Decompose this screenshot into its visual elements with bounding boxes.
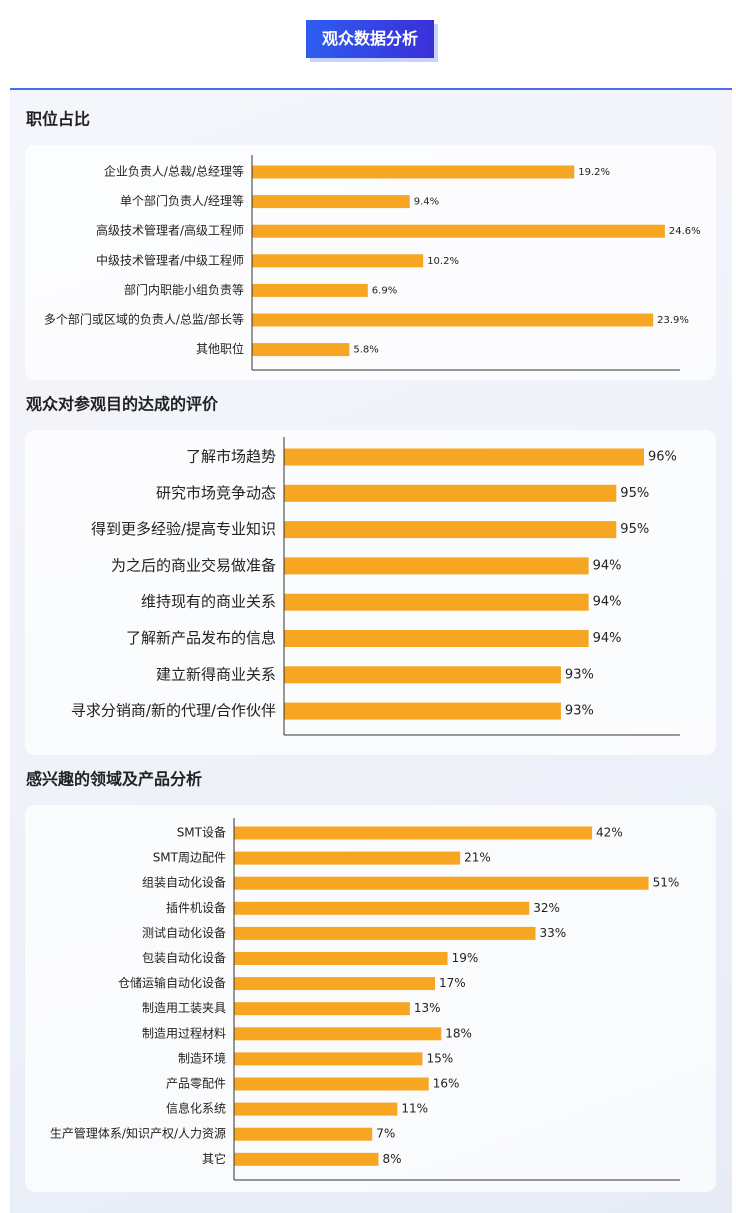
category-label: 制造用过程材料 [142,1025,226,1040]
category-label: 插件机设备 [166,901,226,915]
panel [25,805,716,1192]
value-label: 42% [596,826,623,840]
bar [234,901,530,915]
bar [252,195,410,209]
section-title: 感兴趣的领域及产品分析 [26,770,202,789]
bar [234,952,448,965]
section-title: 职位占比 [26,110,90,129]
category-label: 生产管理体系/知识产权/人力资源 [50,1126,226,1141]
value-label: 94% [593,631,622,646]
bar [252,224,665,238]
value-label: 7% [376,1127,395,1141]
category-label: 建立新得商业关系 [156,665,276,683]
category-label: 包装自动化设备 [142,951,226,965]
bar [234,1002,410,1016]
value-label: 21% [464,851,491,865]
bar [234,1077,429,1091]
bar [234,926,536,940]
bar [234,1127,373,1141]
bar [252,254,424,268]
value-label: 8% [382,1152,401,1166]
bar [252,165,575,179]
category-label: SMT设备 [177,826,226,840]
category-label: 为之后的商业交易做准备 [111,556,276,574]
category-label: 企业负责人/总裁/总经理等 [104,164,244,179]
category-label: 维持现有的商业关系 [141,593,276,611]
value-label: 23.9% [657,315,689,326]
value-label: 94% [593,558,622,573]
category-label: 仓储运输自动化设备 [118,975,226,990]
bar [284,666,561,684]
category-label: 多个部门或区域的负责人/总监/部长等 [44,312,244,327]
category-label: 研究市场竞争动态 [156,484,276,502]
bar [234,1027,442,1041]
value-label: 5.8% [353,345,378,356]
bar [252,283,368,297]
bar [234,1152,379,1166]
bar [252,343,350,357]
value-label: 95% [620,522,649,537]
value-label: 9.4% [414,197,439,208]
value-label: 32% [533,901,560,915]
bar [284,630,589,647]
category-label: 寻求分销商/新的代理/合作伙伴 [71,702,276,720]
value-label: 19.2% [578,167,610,178]
value-label: 15% [426,1051,453,1065]
bar [234,851,461,865]
value-label: 17% [439,976,466,990]
value-label: 24.6% [669,226,701,237]
category-label: 制造环境 [178,1050,226,1065]
bar [284,448,644,466]
category-label: 中级技术管理者/中级工程师 [96,252,244,267]
category-label: 了解新产品发布的信息 [126,629,276,647]
bar [234,876,649,890]
value-label: 19% [452,951,479,965]
value-label: 94% [593,595,622,610]
value-label: 93% [565,704,594,719]
header-title: 观众数据分析 [306,20,434,58]
category-label: 测试自动化设备 [142,925,226,940]
bar [284,702,561,720]
bar [234,1052,423,1066]
value-label: 51% [653,876,680,890]
value-label: 93% [565,667,594,682]
value-label: 13% [414,1001,441,1015]
value-label: 10.2% [427,256,459,267]
value-label: 16% [433,1077,460,1091]
category-label: 信息化系统 [166,1101,226,1116]
value-label: 11% [401,1102,428,1116]
bar [284,521,617,539]
category-label: 高级技术管理者/高级工程师 [96,223,244,238]
bar [284,484,617,502]
category-label: 产品零配件 [166,1077,226,1091]
section-title: 观众对参观目的达成的评价 [26,395,219,414]
category-label: 单个部门负责人/经理等 [120,193,244,208]
bar [234,1102,398,1116]
category-label: 制造用工装夹具 [142,1001,226,1015]
bar [284,593,589,611]
category-label: 其它 [202,1151,226,1166]
bar [234,826,593,840]
category-label: 部门内职能小组负责等 [124,282,244,297]
value-label: 95% [620,486,649,501]
category-label: 了解市场趋势 [186,448,276,466]
bar [252,313,654,327]
value-label: 18% [445,1026,472,1040]
category-label: 组装自动化设备 [142,876,226,890]
category-label: SMT周边配件 [153,851,226,865]
value-label: 33% [540,926,567,940]
value-label: 96% [648,450,677,465]
bar [234,977,436,991]
bar [284,557,589,575]
category-label: 得到更多经验/提高专业知识 [91,520,276,538]
value-label: 6.9% [372,285,397,296]
category-label: 其他职位 [196,341,244,356]
